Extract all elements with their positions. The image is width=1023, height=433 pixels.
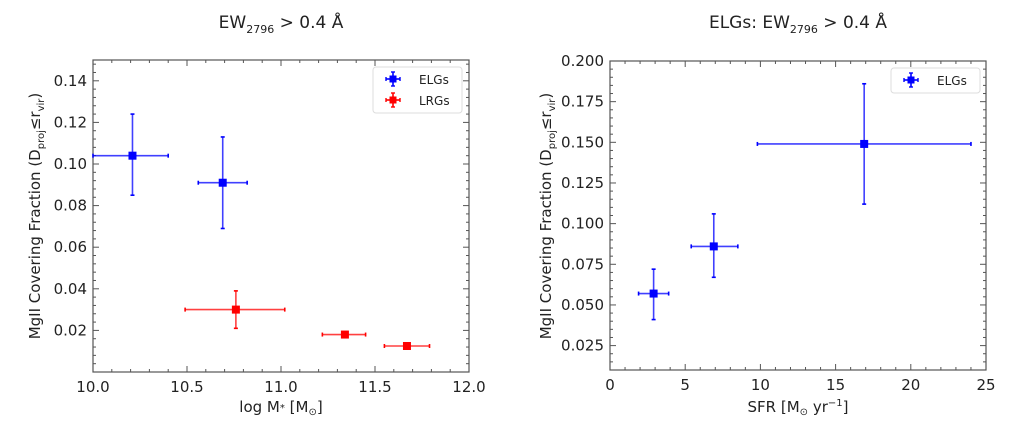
x-axis-label: log M* [M⊙] [239, 398, 322, 418]
chart-title: EW2796 > 0.4 Å [219, 11, 344, 36]
y-tick-label: 0.100 [561, 215, 604, 233]
data-point-elgs [637, 268, 670, 321]
y-axis-label: MgII Covering Fraction (Dproj≤rvir) [26, 93, 47, 340]
x-tick-label: 10.5 [170, 378, 203, 396]
legend-marker-lrgs [385, 92, 401, 108]
legend-frame [890, 67, 981, 94]
marker-square [218, 178, 227, 187]
chart-sfr: ELGs: EW2796 > 0.4 Å 0 5 10 15 20 25 0.025 0.05… [537, 11, 996, 418]
legend-errorbar-symbol [385, 71, 401, 87]
marker-square [128, 151, 137, 160]
legend-label-elgs: ELGs [937, 74, 967, 88]
marker-square [649, 289, 658, 298]
marker-square [402, 342, 411, 350]
y-tick-label: 0.200 [561, 52, 604, 70]
data-marks [92, 113, 431, 350]
legend: ELGs [890, 67, 981, 94]
y-tick-label: 0.04 [54, 280, 87, 298]
marker-square [709, 242, 718, 251]
x-tick-label: 20 [901, 376, 920, 394]
data-point-elgs [92, 113, 169, 196]
y-tick-label: 0.02 [54, 321, 87, 339]
y-tick-label: 0.075 [561, 255, 604, 273]
legend-marker-elgs [903, 72, 919, 88]
legend-marker-elgs [385, 71, 401, 87]
x-tick-label: 11.0 [264, 378, 297, 396]
axis-ticks: 10.0 10.5 11.0 11.5 12.0 0.02 0.04 0.06 0.08 0.10… [54, 60, 486, 396]
x-tick-label: 0 [605, 376, 615, 394]
legend-errorbar-symbol [385, 92, 401, 108]
chart-stellar-mass: EW2796 > 0.4 Å 10.0 10.5 11.0 11.5 12.0 0.02 0… [26, 11, 486, 418]
y-tick-label: 0.125 [561, 174, 604, 192]
data-point-lrgs [383, 342, 431, 350]
marker-square [340, 330, 349, 339]
x-tick-label: 12.0 [452, 378, 485, 396]
axis-ticks: 0 5 10 15 20 25 0.025 0.050 0.075 0.100 0.125 0.150… [561, 52, 996, 394]
x-tick-label: 15 [826, 376, 845, 394]
data-point-lrgs [321, 330, 367, 339]
y-tick-label: 0.10 [54, 155, 87, 173]
data-point-elgs [690, 213, 739, 279]
data-point-elgs [197, 136, 248, 230]
x-tick-label: 25 [976, 376, 995, 394]
x-axis-label: SFR [M⊙ yr−1] [748, 398, 849, 418]
legend-label-lrgs: LRGs [419, 94, 450, 108]
plot-frame [609, 60, 987, 371]
x-tick-label: 10.0 [76, 378, 109, 396]
marker-square [907, 76, 915, 84]
y-tick-label: 0.06 [54, 238, 87, 256]
y-axis-label: MgII Covering Fraction (Dproj≤rvir) [537, 93, 558, 340]
marker-square [860, 139, 869, 148]
data-point-lrgs [184, 290, 286, 330]
y-tick-label: 0.08 [54, 197, 87, 215]
marker-square [389, 75, 397, 83]
y-tick-label: 0.175 [561, 93, 604, 111]
chart-title: ELGs: EW2796 > 0.4 Å [709, 11, 887, 36]
x-tick-label: 11.5 [358, 378, 391, 396]
legend: ELGs LRGs [372, 66, 463, 114]
x-tick-label: 10 [751, 376, 770, 394]
x-tick-label: 5 [680, 376, 690, 394]
marker-square [231, 305, 240, 314]
data-marks [637, 82, 972, 321]
legend-label-elgs: ELGs [419, 73, 449, 87]
marker-square [389, 96, 397, 104]
y-tick-label: 0.14 [54, 72, 87, 90]
y-tick-label: 0.12 [54, 113, 87, 131]
y-tick-label: 0.025 [561, 337, 604, 355]
y-tick-label: 0.050 [561, 296, 604, 314]
legend-errorbar-symbol [903, 72, 919, 88]
y-tick-label: 0.150 [561, 133, 604, 151]
data-point-elgs [756, 82, 972, 205]
